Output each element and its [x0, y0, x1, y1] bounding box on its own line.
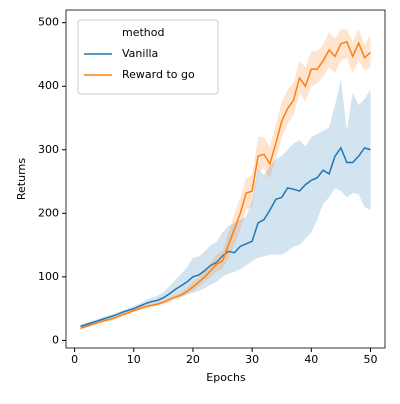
y-tick-label: 100 [38, 270, 59, 283]
x-tick-label: 20 [186, 353, 200, 366]
y-tick-label: 500 [38, 16, 59, 29]
y-axis-label: Returns [15, 158, 28, 201]
x-tick-label: 40 [304, 353, 318, 366]
y-tick-label: 300 [38, 143, 59, 156]
confidence-band [80, 79, 371, 329]
legend-label: Reward to go [122, 68, 195, 81]
plot-frame [65, 9, 386, 349]
x-axis-label: Epochs [206, 371, 246, 384]
x-tick-label: 50 [364, 353, 378, 366]
legend-title: method [122, 26, 164, 39]
y-tick-label: 200 [38, 206, 59, 219]
x-tick-label: 30 [245, 353, 259, 366]
x-tick-label: 10 [127, 353, 141, 366]
confidence-band [80, 29, 371, 330]
legend-box [77, 19, 219, 95]
y-tick-label: 400 [38, 79, 59, 92]
y-tick-label: 0 [52, 333, 59, 346]
line [80, 40, 371, 330]
legend-label: Vanilla [122, 47, 158, 60]
x-tick-label: 0 [71, 353, 78, 366]
